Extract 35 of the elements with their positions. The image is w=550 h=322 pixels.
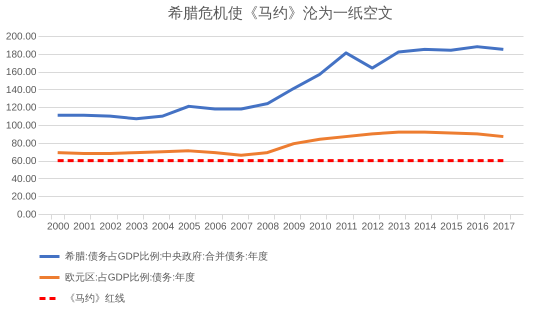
x-tick-label: 2001: [73, 222, 96, 232]
x-tick-label: 2013: [388, 222, 411, 232]
y-tick-label: 60.00: [11, 156, 37, 168]
x-tick-label: 2006: [204, 222, 228, 232]
y-tick-label: 200.00: [6, 32, 37, 42]
line-series: [56, 45, 505, 120]
x-tick-label: 2005: [178, 222, 201, 232]
legend-label: 《马约》红线: [65, 292, 125, 304]
y-tick-label: 160.00: [6, 67, 37, 78]
x-tick-label: 2009: [282, 222, 306, 232]
chart-title: 希腊危机使《马约》沦为一纸空文: [168, 5, 393, 22]
x-tick-label: 2011: [336, 222, 358, 232]
x-tick-label: 2003: [126, 222, 148, 232]
legend-label: 欧元区:占GDP比例:债务:年度: [65, 272, 196, 284]
x-tick-label: 2015: [440, 222, 463, 232]
x-tick-label: 2004: [152, 222, 175, 232]
x-tick-label: 2016: [466, 222, 490, 232]
y-tick-label: 20.00: [11, 192, 37, 203]
x-tick-label: 2012: [362, 222, 384, 232]
y-tick-label: 140.00: [6, 84, 37, 96]
x-tick-label: 2008: [256, 222, 280, 232]
line-series: [56, 130, 505, 157]
y-tick-label: 100.00: [6, 120, 37, 132]
x-tick-label: 2010: [309, 222, 332, 232]
x-tick-label: 2007: [230, 222, 254, 232]
x-tick-label: 2000: [47, 222, 70, 232]
legend-label: 希腊:债务占GDP比例:中央政府:合并债务:年度: [65, 250, 268, 262]
y-tick-label: 0.00: [17, 210, 37, 220]
y-tick-label: 120.00: [6, 102, 37, 114]
x-tick-label: 2014: [414, 222, 437, 232]
y-tick-label: 80.00: [11, 138, 37, 150]
x-tick-label: 2017: [492, 222, 516, 232]
y-tick-label: 180.00: [6, 49, 37, 60]
x-tick-label: 2002: [99, 222, 122, 232]
y-tick-label: 40.00: [11, 174, 37, 185]
